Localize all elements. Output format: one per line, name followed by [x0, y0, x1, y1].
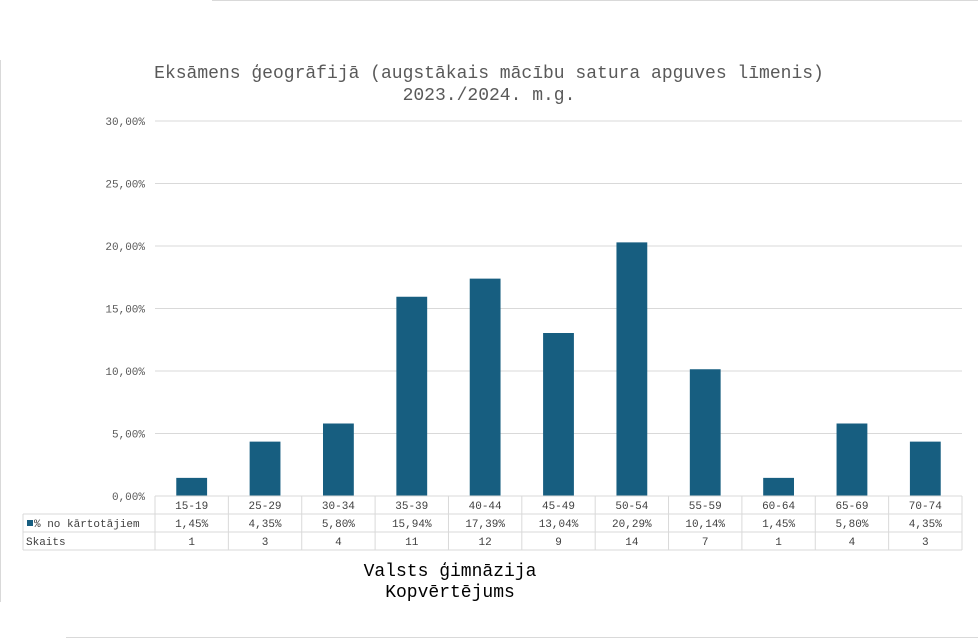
table-cell: 15,94% — [392, 519, 432, 531]
chart-title: Eksāmens ģeogrāfijā (augstākais mācību s… — [154, 64, 824, 84]
table-cell: 1,45% — [175, 519, 208, 531]
table-cell: 1 — [188, 537, 195, 549]
y-tick-label: 10,00% — [105, 367, 145, 379]
table-cell: 1,45% — [762, 519, 795, 531]
table-cell: 3 — [922, 537, 929, 549]
table-cell: 4,35% — [909, 519, 942, 531]
table-cell: 4 — [335, 537, 342, 549]
bar — [909, 441, 941, 496]
bar — [543, 333, 574, 496]
table-cell: 12 — [479, 537, 492, 549]
table-cell: 4 — [849, 537, 856, 549]
table-cell: 4,35% — [249, 519, 282, 531]
bar — [176, 477, 208, 496]
bar — [469, 278, 501, 496]
bar — [836, 423, 868, 496]
category-label: 55-59 — [689, 501, 722, 513]
category-label: 15-19 — [175, 501, 208, 513]
table-cell: 10,14% — [685, 519, 725, 531]
x-axis-label-2: Kopvērtējums — [385, 583, 515, 603]
bar — [763, 477, 794, 496]
chart-subtitle: 2023./2024. m.g. — [402, 86, 576, 106]
category-label: 25-29 — [249, 501, 282, 513]
top-frame-line — [212, 0, 978, 1]
table-cell: 5,80% — [835, 519, 868, 531]
category-label: 35-39 — [395, 501, 428, 513]
y-tick-label: 30,00% — [105, 117, 145, 129]
table-row-label: % no kārtotājiem — [34, 519, 140, 531]
bar — [689, 369, 721, 496]
category-label: 65-69 — [835, 501, 868, 513]
table-cell: 1 — [775, 537, 782, 549]
y-tick-label: 15,00% — [105, 305, 145, 317]
category-label: 40-44 — [469, 501, 502, 513]
table-row-label: Skaits — [26, 537, 66, 549]
bar — [396, 296, 428, 496]
category-label: 60-64 — [762, 501, 795, 513]
y-tick-label: 5,00% — [112, 430, 145, 442]
bar — [249, 441, 281, 496]
y-tick-label: 0,00% — [112, 492, 145, 504]
bar — [616, 242, 648, 496]
bar — [323, 423, 354, 496]
table-cell: 20,29% — [612, 519, 652, 531]
y-tick-label: 20,00% — [105, 242, 145, 254]
table-cell: 13,04% — [539, 519, 579, 531]
table-cell: 5,80% — [322, 519, 355, 531]
bar-chart: 0,00% 5,00% 10,00% 15,00% 20,00% 25,00% 30,00%… — [22, 117, 963, 551]
y-tick-label: 25,00% — [105, 180, 145, 192]
left-frame-line — [0, 60, 1, 602]
category-label: 50-54 — [615, 501, 648, 513]
category-label: 45-49 — [542, 501, 575, 513]
table-cell: 14 — [625, 537, 639, 549]
table-cell: 9 — [555, 537, 562, 549]
bottom-frame-line — [66, 637, 978, 638]
x-axis-label: Valsts ģimnāzija — [363, 562, 537, 582]
table-cell: 3 — [262, 537, 269, 549]
table-cell: 11 — [405, 537, 419, 549]
legend-marker — [27, 520, 33, 526]
category-label: 70-74 — [909, 501, 942, 513]
table-cell: 7 — [702, 537, 709, 549]
category-label: 30-34 — [322, 501, 355, 513]
table-cell: 17,39% — [465, 519, 505, 531]
